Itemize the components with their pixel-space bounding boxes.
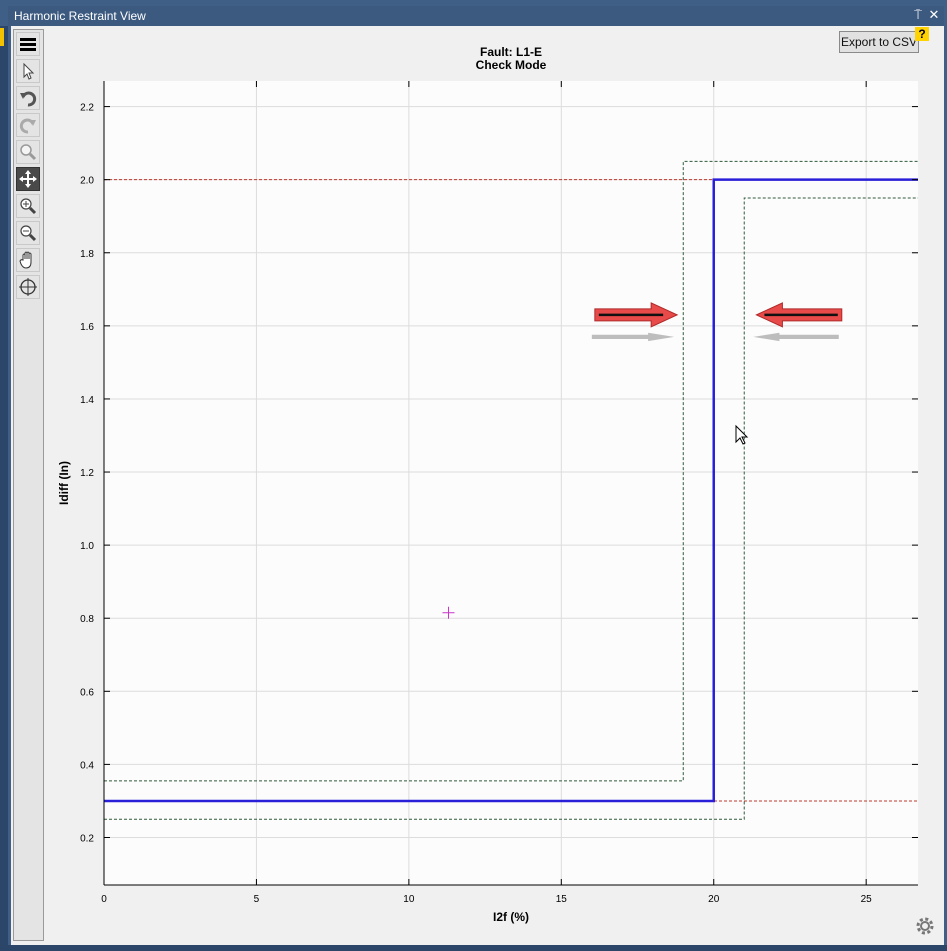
redo-button[interactable] xyxy=(16,113,40,137)
zoom-icon xyxy=(20,144,37,161)
zoom-in-icon xyxy=(20,198,37,215)
left-dock-edge xyxy=(0,26,8,951)
x-tick-label: 15 xyxy=(556,894,568,905)
tolerance-upper-line xyxy=(104,160,918,782)
characteristic-line xyxy=(104,178,918,803)
arrow-shadow xyxy=(753,332,839,342)
settings-gear-icon[interactable] xyxy=(914,915,936,937)
dock-indicator xyxy=(0,28,4,46)
zoom-in-button[interactable] xyxy=(16,194,40,218)
y-tick-label: 0.4 xyxy=(80,760,94,771)
zoom-button[interactable] xyxy=(16,140,40,164)
y-tick-label: 2.0 xyxy=(80,176,94,187)
hand-icon xyxy=(19,251,32,269)
pin-icon[interactable]: ⍑ xyxy=(914,7,922,22)
y-tick-label: 1.0 xyxy=(80,541,94,552)
arrow-shadow xyxy=(591,332,675,342)
y-axis-label: Idiff (In) xyxy=(57,461,71,505)
axis-layer: 0 5 10 15 20 25 0.2 0.4 0.6 0.8 1.0 1.2 1.4 1.6 1.8 2.0… xyxy=(80,81,918,905)
x-tick-label: 20 xyxy=(708,894,720,905)
pan-move-icon xyxy=(19,170,37,188)
window-titlebar[interactable]: Harmonic Restraint View ⍑ ✕ xyxy=(8,6,944,26)
menu-button[interactable] xyxy=(16,32,40,56)
plot-region xyxy=(104,81,918,885)
select-pointer-icon xyxy=(23,62,35,80)
y-tick-label: 0.8 xyxy=(80,614,94,625)
marker-layer xyxy=(442,606,455,619)
undo-icon xyxy=(20,91,37,107)
y-tick-label: 1.8 xyxy=(80,249,94,260)
x-tick-label: 5 xyxy=(254,894,260,905)
select-pointer-button[interactable] xyxy=(16,59,40,83)
chart-title: Fault: L1-E xyxy=(480,45,542,59)
bottom-edge xyxy=(0,945,947,951)
harmonic-restraint-chart[interactable]: 0 5 10 15 20 25 0.2 0.4 0.6 0.8 1.0 1.2 1.4 1.6 1.8 2.0… xyxy=(44,29,944,929)
chart-subtitle: Check Mode xyxy=(476,58,547,72)
y-tick-label: 1.6 xyxy=(80,322,94,333)
x-axis-label: I2f (%) xyxy=(493,910,529,924)
plot-toolbar xyxy=(13,29,44,941)
undo-button[interactable] xyxy=(16,86,40,110)
hand-button[interactable] xyxy=(16,248,40,272)
arrow-layer xyxy=(591,302,843,342)
x-tick-label: 25 xyxy=(861,894,873,905)
help-icon[interactable]: ? xyxy=(915,27,929,41)
menu-icon xyxy=(20,38,36,51)
close-icon[interactable]: ✕ xyxy=(928,7,940,22)
series-layer xyxy=(104,160,918,820)
x-tick-label: 0 xyxy=(101,894,107,905)
zoom-out-icon xyxy=(20,225,37,242)
pan-move-button[interactable] xyxy=(16,167,40,191)
y-tick-label: 0.2 xyxy=(80,833,94,844)
export-csv-button[interactable]: Export to CSV xyxy=(839,31,919,53)
tolerance-lower-line xyxy=(104,197,918,820)
crosshair-button[interactable] xyxy=(16,275,40,299)
y-tick-label: 1.2 xyxy=(80,468,94,479)
window-title: Harmonic Restraint View xyxy=(14,9,146,23)
zoom-out-button[interactable] xyxy=(16,221,40,245)
redo-icon xyxy=(19,118,36,134)
y-tick-label: 2.2 xyxy=(80,103,94,114)
y-tick-label: 1.4 xyxy=(80,395,94,406)
mouse-cursor-icon xyxy=(735,424,749,445)
y-tick-label: 0.6 xyxy=(80,687,94,698)
crosshair-target-icon xyxy=(19,278,37,296)
x-tick-label: 10 xyxy=(403,894,415,905)
